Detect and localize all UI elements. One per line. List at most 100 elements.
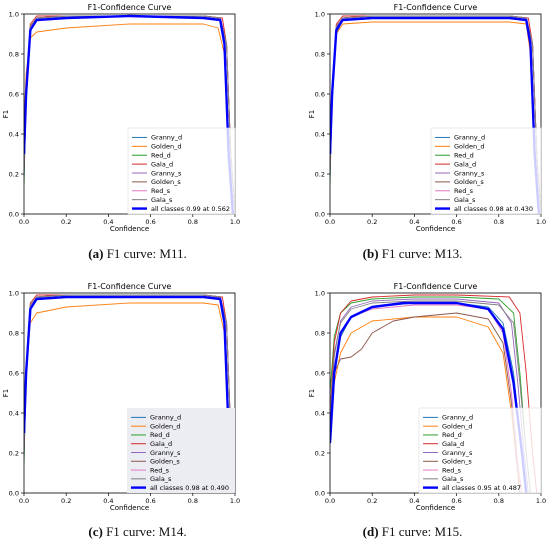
y-tick-label-c-4: 0.8 xyxy=(9,329,19,337)
chart-panel-b: F1-Confidence Curve Confidence F1 0.0 0.2 0.4… xyxy=(308,3,546,233)
y-axis-label-d: F1 xyxy=(308,389,316,397)
series-line-b-8 xyxy=(330,16,541,214)
legend-label-b-1: Golden_d xyxy=(454,143,484,151)
y-tick-label-a-5: 1.0 xyxy=(9,10,19,18)
legend-label-c-0: Granny_d xyxy=(150,414,181,422)
legend-d: Granny_dGolden_dRed_dGala_dGranny_sGolde… xyxy=(418,407,542,494)
y-tick-label-b-0: 0.0 xyxy=(315,210,325,218)
legend-label-c-1: Golden_d xyxy=(150,422,180,430)
caption-b-text: F1 curve: M13. xyxy=(378,246,463,261)
y-tick-label-b-2: 0.4 xyxy=(315,130,325,138)
caption-d: (d) F1 curve: M15. xyxy=(275,524,550,540)
y-tick-label-c-2: 0.4 xyxy=(9,409,19,417)
series-line-d-3 xyxy=(330,294,538,493)
legend-box-b xyxy=(430,127,542,215)
chart-panel-d: F1-Confidence Curve Confidence F1 0.0 0.2 0.4… xyxy=(308,282,546,512)
legend-a: Granny_dGolden_dRed_dGala_dGranny_sGolde… xyxy=(127,127,236,215)
legend-label-a-3: Gala_d xyxy=(151,160,173,168)
legend-b: Granny_dGolden_dRed_dGala_dGranny_sGolde… xyxy=(430,127,542,215)
x-tick-label-d-3: 0.6 xyxy=(451,497,461,505)
x-tick-label-d-4: 0.8 xyxy=(494,497,504,505)
y-axis-label-b: F1 xyxy=(308,110,316,118)
x-axis-label-c: Confidence xyxy=(110,504,149,512)
legend-label-c-7: Gala_s xyxy=(150,475,172,483)
x-tick-label-d-0: 0.0 xyxy=(325,497,335,505)
x-tick-label-b-3: 0.6 xyxy=(451,218,461,226)
y-tick-label-b-3: 0.6 xyxy=(315,90,325,98)
caption-c: (c) F1 curve: M14. xyxy=(0,524,275,540)
caption-b-label: (b) xyxy=(362,246,379,261)
x-tick-label-c-1: 0.2 xyxy=(61,497,71,505)
chart-panel-a: F1-Confidence Curve Confidence F1 0.0 0.2 0.4… xyxy=(2,3,240,233)
legend-label-a-6: Red_s xyxy=(151,187,171,195)
x-tick-label-b-2: 0.4 xyxy=(409,218,419,226)
legend-label-b-5: Golden_s xyxy=(454,178,484,186)
x-tick-label-a-4: 0.8 xyxy=(188,218,198,226)
x-tick-label-a-0: 0.0 xyxy=(19,218,29,226)
x-tick-label-d-5: 1.0 xyxy=(536,497,546,505)
y-tick-label-a-3: 0.6 xyxy=(9,90,19,98)
chart-panel-c: F1-Confidence Curve Confidence F1 0.0 0.2 0.4… xyxy=(2,282,240,512)
legend-label-a-7: Gala_s xyxy=(151,196,173,204)
x-tick-label-a-5: 1.0 xyxy=(230,218,240,226)
x-axis-label-b: Confidence xyxy=(416,225,455,233)
caption-c-text: F1 curve: M14. xyxy=(102,524,187,539)
series-line-c-8 xyxy=(24,295,235,493)
x-tick-label-c-3: 0.6 xyxy=(145,497,155,505)
x-tick-label-c-4: 0.8 xyxy=(188,497,198,505)
legend-label-d-0: Granny_d xyxy=(442,414,473,422)
legend-label-d-3: Gala_d xyxy=(442,440,464,448)
legend-label-b-0: Granny_d xyxy=(454,134,485,142)
series-line-d-5 xyxy=(330,312,521,493)
legend-label-b-8: all classes 0.98 at 0.430 xyxy=(454,205,533,213)
y-tick-label-d-0: 0.0 xyxy=(315,489,325,497)
caption-c-label: (c) xyxy=(88,524,103,539)
legend-box-d xyxy=(418,407,542,494)
caption-d-text: F1 curve: M15. xyxy=(378,524,463,539)
legend-label-a-8: all classes 0.99 at 0.562 xyxy=(151,205,230,213)
legend-label-c-4: Granny_s xyxy=(150,449,181,457)
x-tick-label-d-2: 0.4 xyxy=(409,497,419,505)
y-axis-label-a: F1 xyxy=(2,110,10,118)
legend-label-a-0: Granny_d xyxy=(151,134,182,142)
legend-label-c-2: Red_d xyxy=(150,431,170,439)
y-tick-label-a-1: 0.2 xyxy=(9,170,19,178)
y-tick-label-b-1: 0.2 xyxy=(315,170,325,178)
x-tick-label-d-1: 0.2 xyxy=(367,497,377,505)
x-tick-label-c-5: 1.0 xyxy=(230,497,240,505)
legend-label-c-5: Golden_s xyxy=(150,458,180,466)
x-tick-label-a-3: 0.6 xyxy=(145,218,155,226)
y-tick-label-c-5: 1.0 xyxy=(9,289,19,297)
legend-label-a-1: Golden_d xyxy=(151,143,181,151)
caption-d-label: (d) xyxy=(362,524,379,539)
y-tick-label-c-3: 0.6 xyxy=(9,369,19,377)
legend-label-b-4: Granny_s xyxy=(454,169,485,177)
y-tick-label-b-4: 0.8 xyxy=(315,50,325,58)
chart-title-c: F1-Confidence Curve xyxy=(88,282,172,291)
y-tick-label-d-3: 0.6 xyxy=(315,369,325,377)
y-axis-label-c: F1 xyxy=(2,389,10,397)
legend-label-a-2: Red_d xyxy=(151,152,171,160)
legend-label-d-5: Golden_s xyxy=(442,458,472,466)
y-tick-label-b-5: 1.0 xyxy=(315,10,325,18)
legend-label-b-3: Gala_d xyxy=(454,160,476,168)
chart-title-a: F1-Confidence Curve xyxy=(88,3,172,12)
legend-label-d-4: Granny_s xyxy=(442,449,473,457)
x-tick-label-c-2: 0.4 xyxy=(103,497,113,505)
x-axis-label-d: Confidence xyxy=(416,504,455,512)
legend-label-b-2: Red_d xyxy=(454,152,474,160)
series-line-d-8 xyxy=(330,301,528,493)
legend-label-c-8: all classes 0.98 at 0.490 xyxy=(150,484,229,492)
x-tick-label-b-0: 0.0 xyxy=(325,218,335,226)
caption-a: (a) F1 curve: M11. xyxy=(0,246,275,262)
x-tick-label-b-1: 0.2 xyxy=(367,218,377,226)
x-tick-label-a-1: 0.2 xyxy=(61,218,71,226)
legend-label-b-7: Gala_s xyxy=(454,196,476,204)
y-tick-label-a-4: 0.8 xyxy=(9,50,19,58)
y-tick-label-c-1: 0.2 xyxy=(9,449,19,457)
legend-label-d-8: all classes 0.95 at 0.487 xyxy=(442,484,521,492)
legend-c: Granny_dGolden_dRed_dGala_dGranny_sGolde… xyxy=(127,408,235,493)
x-tick-label-b-4: 0.8 xyxy=(494,218,504,226)
legend-label-c-6: Red_s xyxy=(150,466,170,474)
